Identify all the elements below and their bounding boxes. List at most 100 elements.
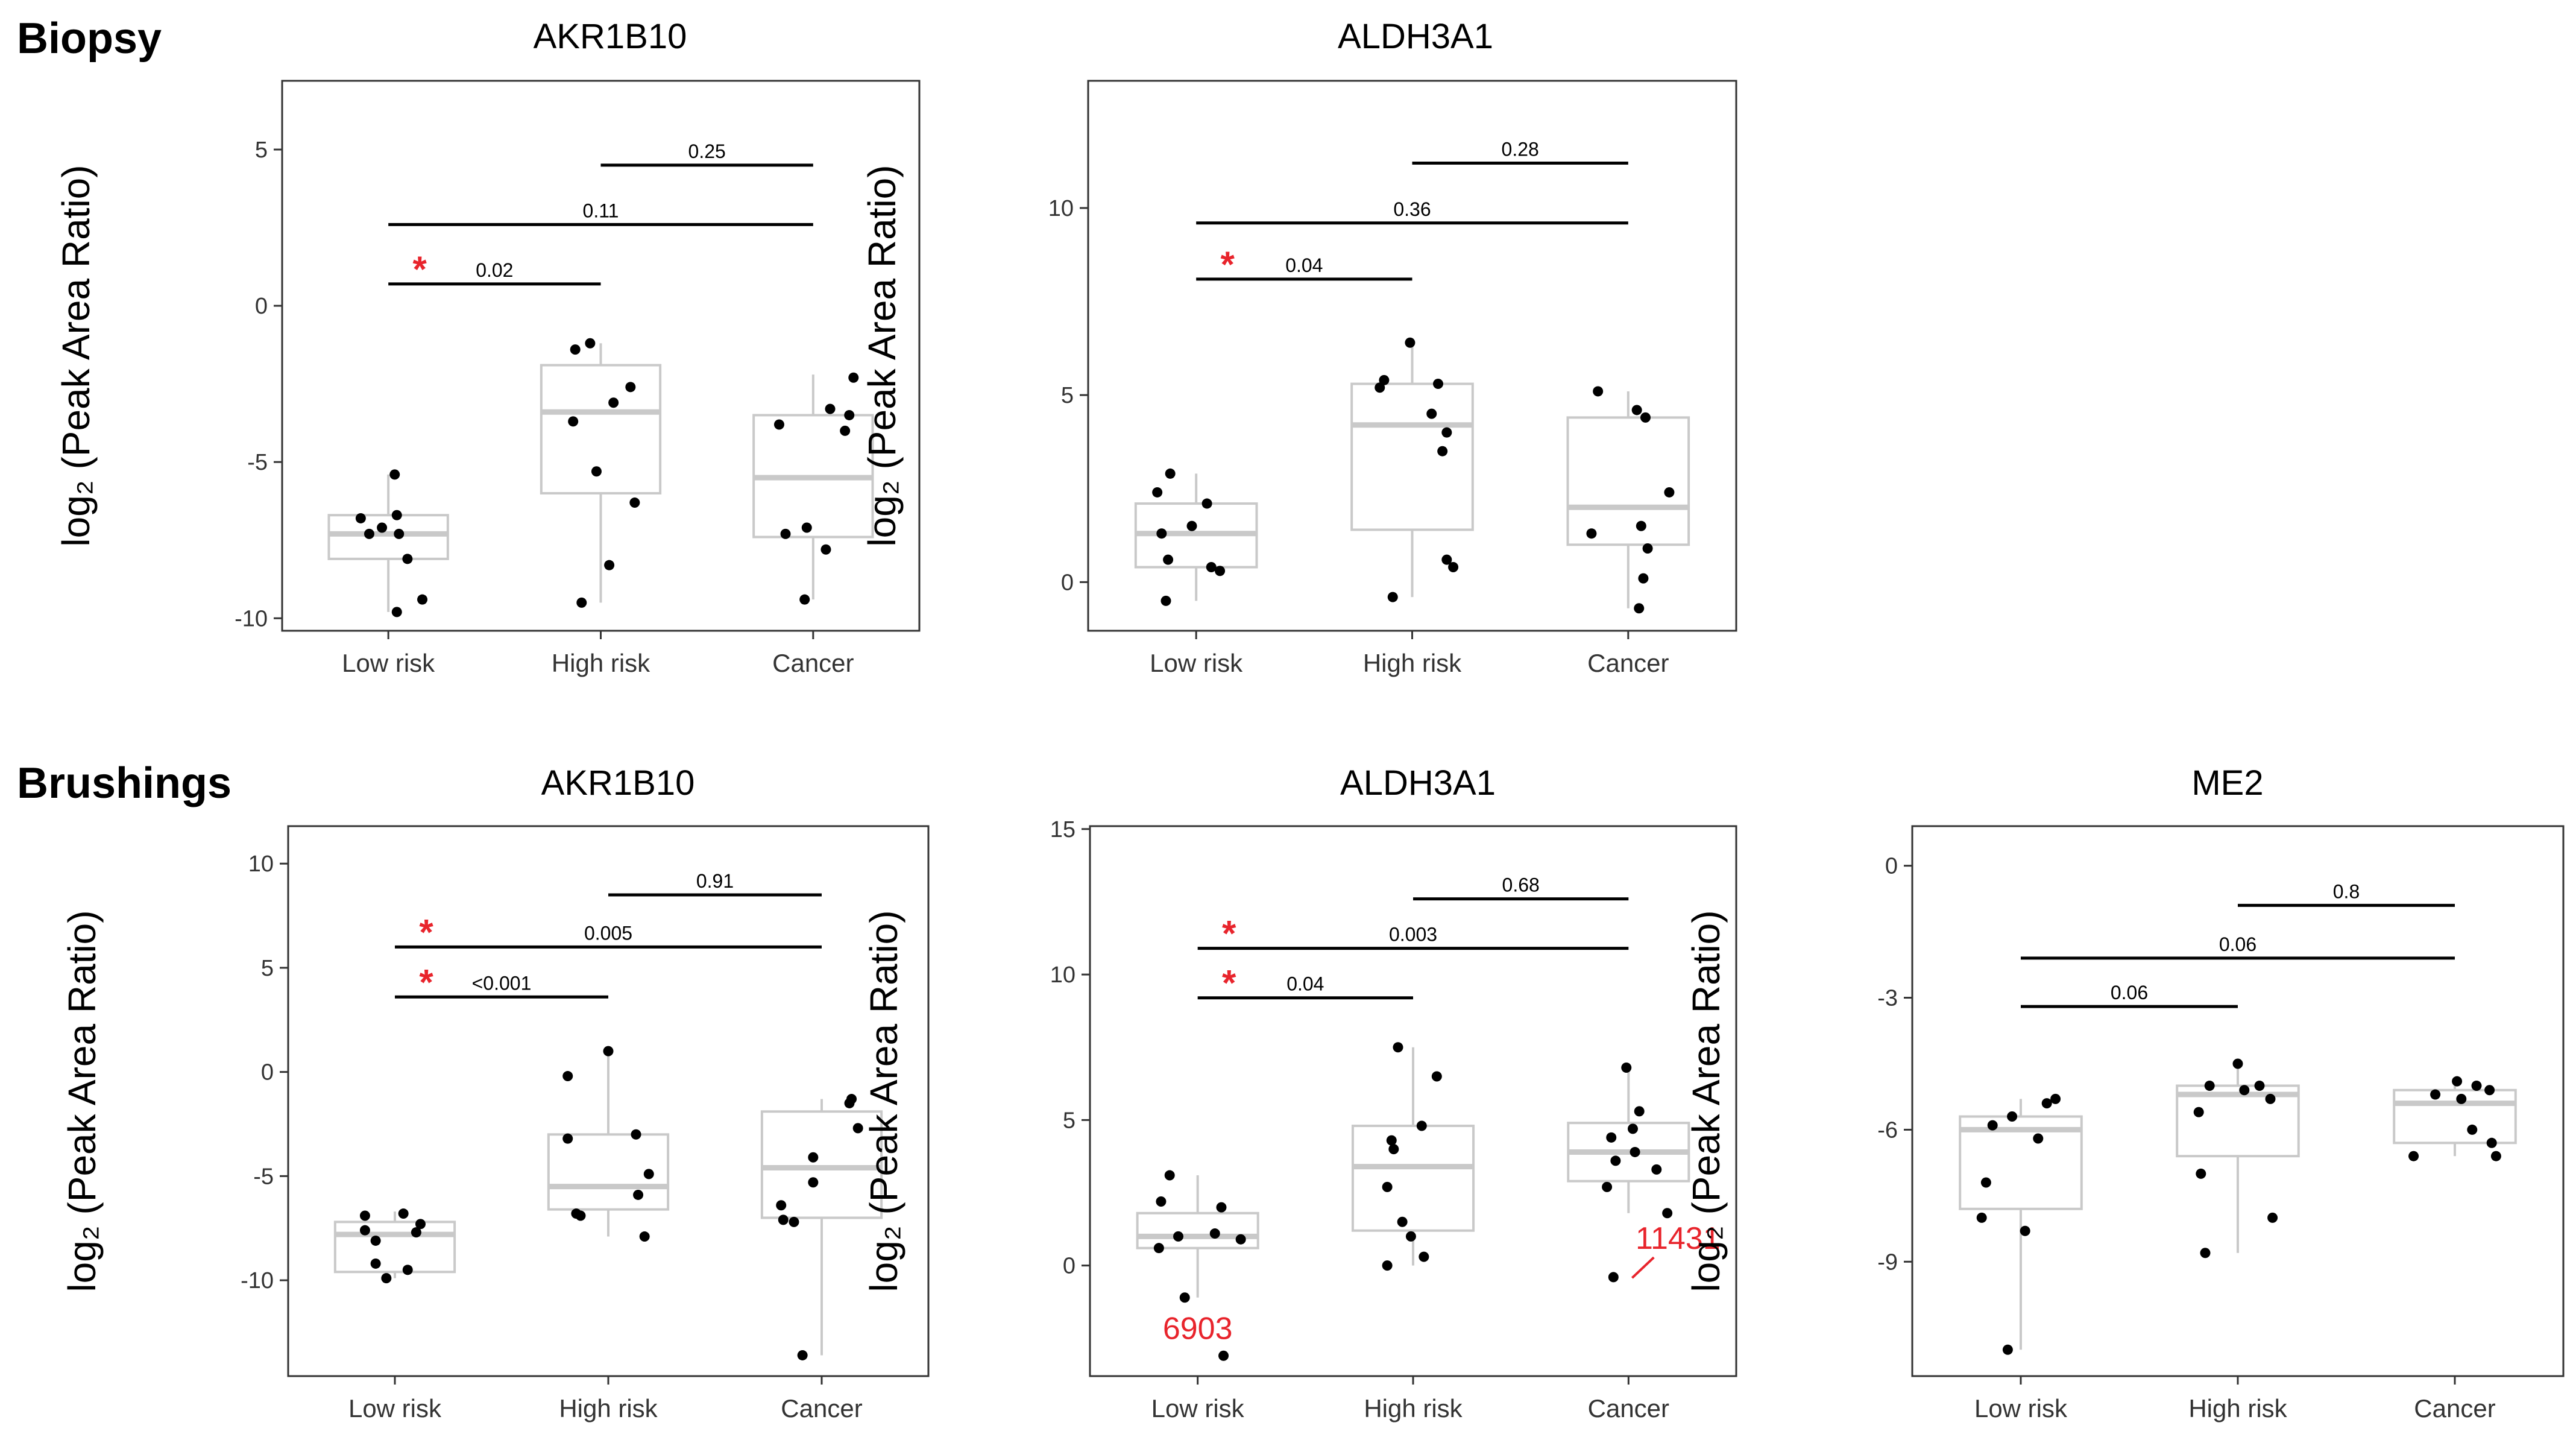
data-point [591,466,602,477]
data-point [2050,1093,2061,1104]
data-point [1640,412,1651,423]
box-0 [1134,473,1258,601]
p-value-label: 0.02 [476,259,513,281]
data-point [1206,562,1217,573]
box-2 [1567,1067,1690,1213]
data-point [840,425,851,436]
data-point [1586,528,1597,539]
data-point [1634,603,1645,614]
data-point [789,1216,799,1227]
data-point [2002,1344,2013,1355]
data-point [1388,1144,1399,1155]
x-tick-label: Low risk [1974,1394,2068,1423]
data-point [1651,1164,1662,1175]
data-point [633,1189,644,1200]
x-tick-label: High risk [552,649,650,677]
data-point [778,1214,789,1225]
data-point [359,1210,370,1221]
panel-3: ALDH3A1 log₂ (Peak Area Ratio) 0 5 10 15 Low r… [862,763,1737,1423]
data-point [1593,386,1604,397]
data-point [575,1210,586,1221]
data-point [2033,1133,2044,1144]
box-2 [1566,391,1690,608]
data-point [2408,1151,2419,1161]
data-point [1608,1272,1619,1283]
y-tick-label: 15 [1050,817,1075,842]
box-2 [752,374,874,600]
panel-0: AKR1B10 log₂ (Peak Area Ratio) -10 -5 0 5 Low … [54,17,921,677]
data-point [402,554,413,564]
data-point [820,544,831,555]
data-point [2193,1107,2204,1117]
panel-2: AKR1B10 log₂ (Peak Area Ratio) -10 -5 0 5 10 Lo… [60,763,930,1423]
data-point [1186,520,1197,531]
data-point [780,528,791,539]
data-point [377,522,388,533]
box-2 [2393,1081,2517,1157]
data-point [364,528,374,539]
data-point [1664,487,1675,497]
data-point [1156,528,1167,539]
data-point [2239,1085,2250,1096]
data-point [562,1071,573,1082]
section-label-brushings: Brushings [17,759,231,807]
p-value-label: 0.36 [1393,198,1431,220]
data-point [1610,1155,1621,1166]
data-point [2430,1089,2441,1100]
data-point [1397,1216,1408,1227]
x-tick-label: Cancer [781,1394,862,1423]
data-point [629,497,640,508]
y-tick-label: -5 [247,450,268,475]
box-body [540,364,662,495]
data-point [1621,1063,1632,1073]
box-0 [327,474,449,612]
x-tick-label: Low risk [348,1394,442,1423]
x-tick-label: Low risk [1151,1394,1245,1423]
data-point [1976,1212,1987,1223]
p-value-label: 0.06 [2111,982,2148,1003]
p-value-label: 0.04 [1286,973,1324,995]
p-value-label: 0.91 [696,870,734,892]
data-point [604,560,615,570]
data-point [1173,1231,1184,1242]
box-body [333,1221,456,1274]
data-point [1382,1260,1393,1271]
data-point [625,382,636,393]
data-point [1602,1181,1613,1192]
data-point [1216,1202,1227,1213]
y-tick-label: -10 [235,606,268,631]
data-point [603,1046,614,1056]
data-point [808,1177,819,1188]
y-tick-label: -9 [1877,1249,1898,1275]
p-value-label: 0.003 [1389,924,1437,946]
data-point [1165,468,1176,479]
data-point [643,1169,654,1180]
data-point [2232,1058,2243,1069]
data-point [1209,1228,1220,1239]
data-point [2452,1076,2463,1087]
x-tick-label: Low risk [342,649,435,677]
data-point [394,528,405,539]
data-point [1179,1292,1190,1303]
data-point [1152,487,1163,497]
significance-star: * [1222,963,1236,1003]
section-label-biopsy: Biopsy [17,14,162,63]
data-point [1218,1350,1229,1361]
data-point [776,1200,787,1211]
data-point [773,419,784,430]
x-tick-label: High risk [559,1394,658,1423]
y-tick-label: 10 [248,851,274,877]
box-1 [2176,1063,2300,1253]
data-point [1164,1170,1175,1181]
y-axis-label: log₂ (Peak Area Ratio) [1684,910,1728,1292]
data-point [1441,427,1452,438]
y-tick-label: 0 [1063,1254,1075,1279]
p-value-label: 0.11 [583,200,619,221]
data-point [1437,446,1448,456]
y-tick-label: 10 [1050,962,1075,988]
y-axis-label: log₂ (Peak Area Ratio) [860,165,904,546]
data-point [568,416,579,427]
data-point [1431,1071,1442,1082]
y-tick-label: 0 [255,294,268,319]
data-point [417,594,428,605]
